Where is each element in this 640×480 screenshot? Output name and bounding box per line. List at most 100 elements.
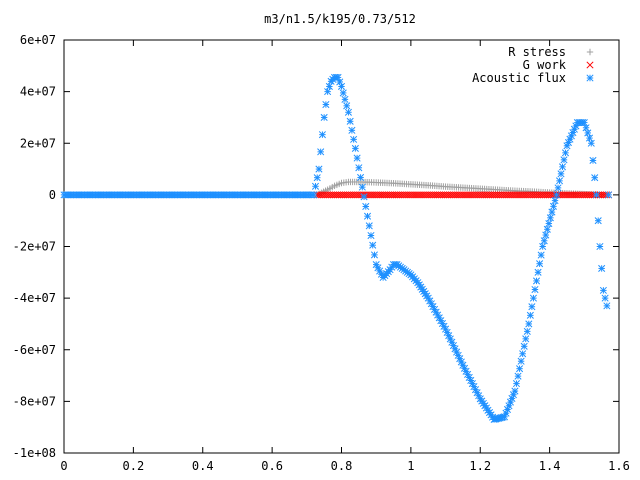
marker-stroke xyxy=(487,411,495,419)
marker-stroke xyxy=(586,74,594,82)
y-tick-label: -8e+07 xyxy=(13,394,56,408)
data-point xyxy=(317,148,325,156)
data-point xyxy=(370,251,379,259)
marker-stroke xyxy=(370,251,379,259)
data-point xyxy=(341,95,349,103)
marker-stroke xyxy=(485,409,494,417)
data-point xyxy=(546,214,554,222)
data-point xyxy=(582,124,590,132)
marker-stroke xyxy=(355,164,363,172)
data-point xyxy=(313,174,321,182)
marker-stroke xyxy=(591,174,599,182)
y-tick-label: 2e+07 xyxy=(20,136,56,150)
marker-stroke xyxy=(369,241,377,249)
marker-stroke xyxy=(454,351,462,359)
data-point xyxy=(542,231,550,239)
marker-stroke xyxy=(545,220,553,228)
marker-stroke xyxy=(420,287,428,296)
marker-stroke xyxy=(311,182,320,190)
marker-stroke xyxy=(451,345,459,353)
marker-stroke xyxy=(357,173,365,182)
data-point xyxy=(555,177,564,185)
marker-stroke xyxy=(424,294,432,302)
marker-stroke xyxy=(446,335,454,343)
data-point xyxy=(532,277,541,285)
x-tick-label: 0.8 xyxy=(331,459,353,473)
data-point xyxy=(358,183,366,191)
marker-stroke xyxy=(586,61,594,69)
data-point xyxy=(601,294,609,302)
data-point xyxy=(348,126,356,134)
marker-stroke xyxy=(536,260,544,268)
data-point xyxy=(557,170,565,178)
marker-stroke xyxy=(584,129,592,137)
data-point xyxy=(554,184,562,192)
marker-stroke xyxy=(362,202,370,211)
data-point xyxy=(596,242,604,251)
marker-stroke xyxy=(528,303,536,311)
marker-stroke xyxy=(418,285,426,293)
marker-stroke xyxy=(540,237,548,245)
marker-stroke xyxy=(440,322,448,330)
data-point xyxy=(337,82,346,91)
marker-stroke xyxy=(603,302,611,310)
data-point xyxy=(435,314,443,322)
data-point xyxy=(350,135,358,143)
data-point xyxy=(339,89,347,97)
data-point xyxy=(587,139,595,147)
data-point xyxy=(503,405,512,414)
marker-stroke xyxy=(334,73,342,81)
marker-stroke xyxy=(532,277,541,285)
marker-stroke xyxy=(502,409,510,417)
marker-stroke xyxy=(358,183,366,191)
x-tick-label: 1.2 xyxy=(469,459,491,473)
data-point xyxy=(369,241,377,249)
data-point xyxy=(548,208,556,216)
marker-stroke xyxy=(376,267,384,275)
data-point xyxy=(558,163,567,171)
data-point xyxy=(584,129,592,137)
marker-stroke xyxy=(430,305,439,313)
marker-stroke xyxy=(537,251,545,259)
marker-stroke xyxy=(503,405,512,414)
y-tick-label: -6e+07 xyxy=(13,343,56,357)
marker-stroke xyxy=(475,392,483,400)
data-point xyxy=(585,134,594,142)
marker-stroke xyxy=(435,314,443,322)
legend-marker xyxy=(586,74,594,82)
data-point xyxy=(553,191,561,199)
marker-stroke xyxy=(489,413,497,421)
marker-stroke xyxy=(320,113,328,121)
data-point xyxy=(567,132,575,140)
marker-stroke xyxy=(348,126,356,134)
marker-stroke xyxy=(453,348,461,356)
marker-stroke xyxy=(445,332,453,340)
marker-stroke xyxy=(438,319,446,328)
data-point xyxy=(523,327,531,335)
marker-stroke xyxy=(426,297,434,305)
y-tick-label: 6e+07 xyxy=(20,33,56,47)
series-g-work xyxy=(313,191,613,199)
data-point xyxy=(525,320,533,328)
y-tick-label: -1e+08 xyxy=(13,446,56,460)
data-point xyxy=(603,302,611,310)
x-tick-label: 0.6 xyxy=(261,459,283,473)
marker-stroke xyxy=(443,328,451,336)
data-point xyxy=(517,357,525,365)
data-point xyxy=(534,268,542,276)
marker-stroke xyxy=(546,214,554,222)
marker-stroke xyxy=(459,361,467,369)
data-point xyxy=(363,212,372,220)
legend-label: Acoustic flux xyxy=(472,71,566,85)
legend-label: G work xyxy=(523,58,567,72)
marker-stroke xyxy=(471,386,480,394)
marker-stroke xyxy=(344,108,352,116)
y-tick-label: 0 xyxy=(49,188,56,202)
x-tick-label: 0.4 xyxy=(192,459,214,473)
marker-stroke xyxy=(539,242,547,251)
marker-stroke xyxy=(432,308,440,316)
data-point xyxy=(322,100,330,109)
data-point xyxy=(531,285,539,294)
